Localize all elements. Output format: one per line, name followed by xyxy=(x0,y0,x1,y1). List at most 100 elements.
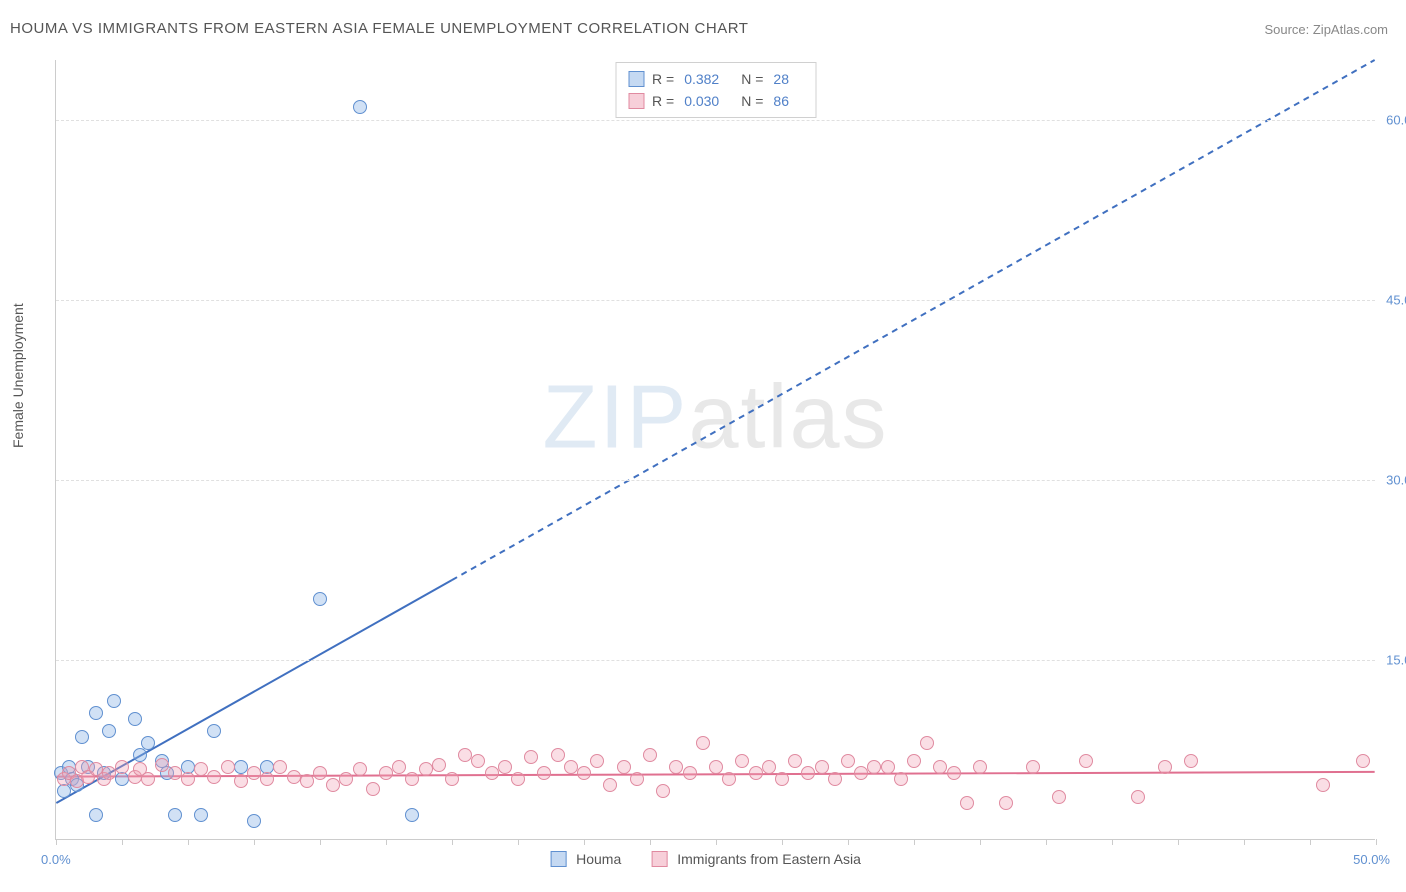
scatter-point xyxy=(801,766,815,780)
scatter-point xyxy=(603,778,617,792)
source-attribution: Source: ZipAtlas.com xyxy=(1264,22,1388,37)
x-tick xyxy=(1310,839,1311,845)
x-tick xyxy=(188,839,189,845)
scatter-point xyxy=(379,766,393,780)
scatter-point xyxy=(89,706,103,720)
scatter-point xyxy=(75,730,89,744)
scatter-point xyxy=(696,736,710,750)
r-label: R = xyxy=(652,68,674,90)
y-tick-label: 15.0% xyxy=(1386,653,1406,668)
scatter-point xyxy=(709,760,723,774)
scatter-point xyxy=(524,750,538,764)
x-tick xyxy=(56,839,57,845)
scatter-point xyxy=(194,808,208,822)
x-tick xyxy=(716,839,717,845)
legend-swatch xyxy=(628,71,644,87)
scatter-point xyxy=(1184,754,1198,768)
scatter-point xyxy=(590,754,604,768)
y-tick-label: 60.0% xyxy=(1386,113,1406,128)
scatter-point xyxy=(326,778,340,792)
scatter-point xyxy=(947,766,961,780)
legend-swatch xyxy=(628,93,644,109)
watermark-atlas: atlas xyxy=(688,368,888,468)
legend-swatch xyxy=(550,851,566,867)
x-tick xyxy=(980,839,981,845)
scatter-point xyxy=(102,766,116,780)
scatter-point xyxy=(405,808,419,822)
scatter-point xyxy=(128,712,142,726)
scatter-point xyxy=(841,754,855,768)
scatter-point xyxy=(313,592,327,606)
scatter-point xyxy=(155,758,169,772)
x-tick xyxy=(452,839,453,845)
x-axis-min-label: 0.0% xyxy=(41,852,71,867)
scatter-point xyxy=(485,766,499,780)
scatter-point xyxy=(564,760,578,774)
x-tick xyxy=(1244,839,1245,845)
scatter-point xyxy=(107,694,121,708)
r-label: R = xyxy=(652,90,674,112)
scatter-point xyxy=(1026,760,1040,774)
scatter-point xyxy=(656,784,670,798)
scatter-point xyxy=(1052,790,1066,804)
scatter-point xyxy=(643,748,657,762)
r-value: 0.382 xyxy=(684,68,719,90)
n-value: 28 xyxy=(773,68,789,90)
scatter-point xyxy=(907,754,921,768)
scatter-point xyxy=(920,736,934,750)
gridline xyxy=(56,480,1375,481)
scatter-point xyxy=(551,748,565,762)
scatter-point xyxy=(133,748,147,762)
scatter-point xyxy=(498,760,512,774)
scatter-point xyxy=(102,724,116,738)
scatter-point xyxy=(537,766,551,780)
gridline xyxy=(56,300,1375,301)
gridline xyxy=(56,660,1375,661)
scatter-point xyxy=(867,760,881,774)
n-value: 86 xyxy=(773,90,789,112)
scatter-point xyxy=(775,772,789,786)
r-value: 0.030 xyxy=(684,90,719,112)
scatter-point xyxy=(749,766,763,780)
scatter-point xyxy=(973,760,987,774)
chart-title: HOUMA VS IMMIGRANTS FROM EASTERN ASIA FE… xyxy=(10,20,748,37)
x-tick xyxy=(1046,839,1047,845)
scatter-point xyxy=(405,772,419,786)
scatter-point xyxy=(419,762,433,776)
y-axis-label: Female Unemployment xyxy=(10,303,26,448)
x-tick xyxy=(782,839,783,845)
x-tick xyxy=(122,839,123,845)
x-tick xyxy=(1178,839,1179,845)
x-tick xyxy=(320,839,321,845)
scatter-point xyxy=(881,760,895,774)
scatter-point xyxy=(300,774,314,788)
scatter-point xyxy=(960,796,974,810)
legend-series-label: Houma xyxy=(576,851,621,867)
scatter-point xyxy=(168,766,182,780)
scatter-point xyxy=(260,772,274,786)
trend-lines-svg xyxy=(56,60,1375,839)
scatter-point xyxy=(471,754,485,768)
x-tick xyxy=(1112,839,1113,845)
chart-plot-area: ZIPatlas R = 0.382 N = 28 R = 0.030 N = … xyxy=(55,60,1375,840)
x-tick xyxy=(1376,839,1377,845)
scatter-point xyxy=(1131,790,1145,804)
x-tick xyxy=(584,839,585,845)
x-tick xyxy=(254,839,255,845)
scatter-point xyxy=(234,760,248,774)
scatter-point xyxy=(669,760,683,774)
scatter-point xyxy=(273,760,287,774)
scatter-point xyxy=(207,770,221,784)
scatter-point xyxy=(788,754,802,768)
scatter-point xyxy=(762,760,776,774)
scatter-point xyxy=(722,772,736,786)
legend-series-label: Immigrants from Eastern Asia xyxy=(677,851,861,867)
scatter-point xyxy=(630,772,644,786)
scatter-point xyxy=(57,784,71,798)
scatter-point xyxy=(735,754,749,768)
scatter-point xyxy=(1356,754,1370,768)
scatter-point xyxy=(141,736,155,750)
scatter-point xyxy=(221,760,235,774)
n-label: N = xyxy=(741,68,763,90)
scatter-point xyxy=(815,760,829,774)
